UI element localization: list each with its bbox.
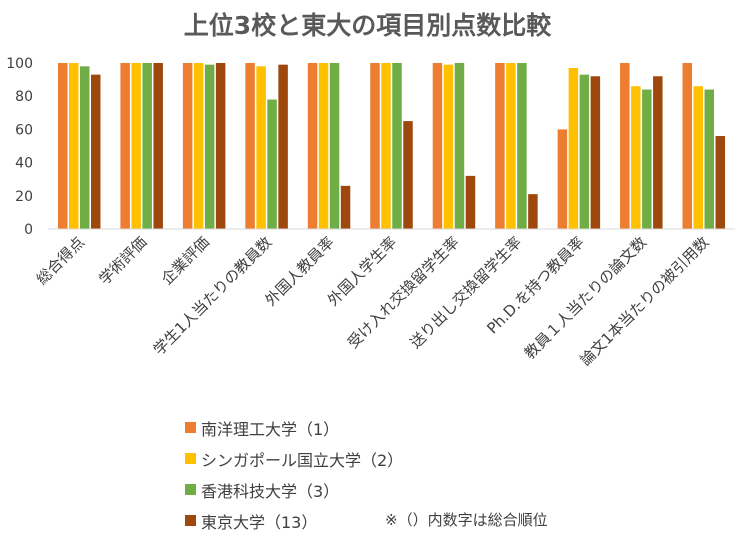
- bar: [715, 136, 726, 229]
- bar: [620, 63, 630, 229]
- bar: [642, 89, 652, 229]
- legend-swatch: [185, 515, 196, 526]
- bar: [590, 76, 601, 229]
- bar: [381, 63, 391, 229]
- x-tick-label: 企業評価: [158, 233, 213, 288]
- legend-swatch: [185, 422, 196, 433]
- x-tick-label: 教員１人当たりの論文数: [521, 233, 650, 362]
- x-tick-label: 総合得点: [33, 233, 88, 288]
- legend-label: 東京大学（13）: [201, 513, 318, 532]
- bar: [131, 63, 141, 229]
- bar: [653, 76, 663, 229]
- bar: [528, 194, 538, 229]
- bar: [90, 74, 101, 230]
- bar: [568, 67, 579, 229]
- x-tick-label: 受け入れ交換留学生率: [344, 233, 463, 352]
- bar: [465, 175, 476, 229]
- bar: [278, 64, 288, 229]
- bar: [204, 64, 215, 229]
- bar: [318, 63, 329, 229]
- bar: [579, 74, 590, 230]
- y-tick-label: 80: [15, 89, 33, 105]
- y-axis: 0 20 40 60 80 100: [6, 56, 33, 238]
- bar: [329, 63, 340, 229]
- footnote: ※（）内数字は総合順位: [385, 511, 548, 529]
- y-tick-label: 40: [15, 156, 33, 172]
- legend-swatch: [185, 484, 196, 495]
- bar: [153, 63, 163, 229]
- x-tick-label: 送り出し交換留学生率: [406, 233, 525, 352]
- bar: [704, 89, 715, 229]
- bar: [307, 63, 318, 229]
- bar: [693, 86, 704, 230]
- bar: [120, 63, 130, 229]
- bar: [682, 63, 693, 229]
- bar: [517, 63, 527, 229]
- bar: [256, 66, 266, 229]
- bar: [245, 63, 255, 229]
- y-tick-label: 0: [24, 222, 33, 238]
- legend-label: 香港科技大学（3）: [201, 482, 340, 501]
- legend-label: シンガポール国立大学（2）: [201, 451, 404, 470]
- bar: [506, 63, 516, 229]
- x-tick-label: 学生1人当たりの教員数: [150, 233, 276, 359]
- bar: [631, 86, 641, 230]
- bar: [495, 63, 505, 229]
- x-tick-label: 学術評価: [95, 233, 150, 288]
- bar: [432, 63, 443, 229]
- bar: [142, 63, 152, 229]
- x-axis: 総合得点 学術評価 企業評価学生1人当たりの教員数外国人教員率外国人学生率受け入れ交…: [33, 228, 735, 369]
- bar: [215, 63, 226, 229]
- bar: [403, 121, 413, 229]
- x-tick-label: 論文1本当たりの被引用数: [576, 233, 712, 369]
- bar: [370, 63, 380, 229]
- bar: [557, 129, 568, 229]
- bar: [392, 63, 402, 229]
- bar: [193, 63, 204, 229]
- bar: [443, 64, 454, 229]
- y-tick-label: 60: [15, 122, 33, 138]
- bar: [57, 63, 68, 229]
- bar: [267, 99, 277, 230]
- y-tick-label: 100: [6, 56, 33, 72]
- bar: [454, 63, 465, 229]
- chart-title: 上位3校と東大の項目別点数比較: [183, 11, 552, 40]
- legend-label: 南洋理工大学（1）: [201, 420, 340, 439]
- y-tick-label: 20: [15, 189, 33, 205]
- legend-swatch: [185, 453, 196, 464]
- bar: [79, 66, 90, 229]
- bar: [182, 63, 193, 229]
- bar: [340, 185, 351, 229]
- bar: [68, 63, 79, 229]
- bars: [57, 63, 726, 230]
